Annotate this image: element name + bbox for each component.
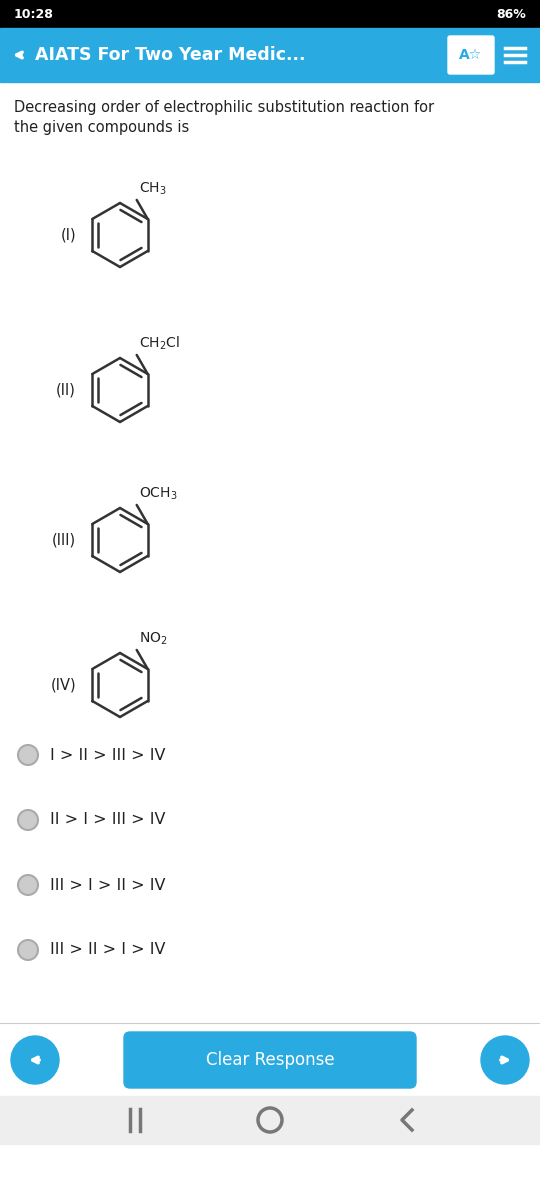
Text: III > I > II > IV: III > I > II > IV	[50, 877, 165, 893]
Text: A☆: A☆	[460, 48, 483, 62]
Text: I > II > III > IV: I > II > III > IV	[50, 748, 165, 762]
Text: (I): (I)	[60, 228, 76, 242]
Text: NO$_2$: NO$_2$	[139, 630, 167, 647]
Text: 10:28: 10:28	[14, 7, 54, 20]
Text: 86%: 86%	[496, 7, 526, 20]
Circle shape	[18, 940, 38, 960]
Text: (II): (II)	[56, 383, 76, 397]
Circle shape	[18, 875, 38, 895]
Circle shape	[481, 1036, 529, 1084]
Circle shape	[11, 1036, 59, 1084]
Text: the given compounds is: the given compounds is	[14, 120, 189, 134]
Text: OCH$_3$: OCH$_3$	[139, 486, 177, 502]
Text: II > I > III > IV: II > I > III > IV	[50, 812, 165, 828]
Text: CH$_2$Cl: CH$_2$Cl	[139, 335, 180, 352]
Text: (III): (III)	[52, 533, 76, 547]
Bar	[0, 28, 540, 82]
Text: AIATS For Two Year Medic...: AIATS For Two Year Medic...	[35, 46, 306, 64]
FancyBboxPatch shape	[448, 36, 494, 74]
Bar	[0, 0, 540, 28]
Text: III > II > I > IV: III > II > I > IV	[50, 942, 165, 958]
Bar	[0, 1024, 540, 1096]
Text: CH$_3$: CH$_3$	[139, 180, 166, 197]
FancyBboxPatch shape	[124, 1032, 416, 1088]
Circle shape	[18, 745, 38, 766]
Text: (IV): (IV)	[50, 678, 76, 692]
Text: Decreasing order of electrophilic substitution reaction for: Decreasing order of electrophilic substi…	[14, 100, 434, 115]
Bar	[0, 1096, 540, 1144]
Circle shape	[18, 810, 38, 830]
Text: Clear Response: Clear Response	[206, 1051, 334, 1069]
